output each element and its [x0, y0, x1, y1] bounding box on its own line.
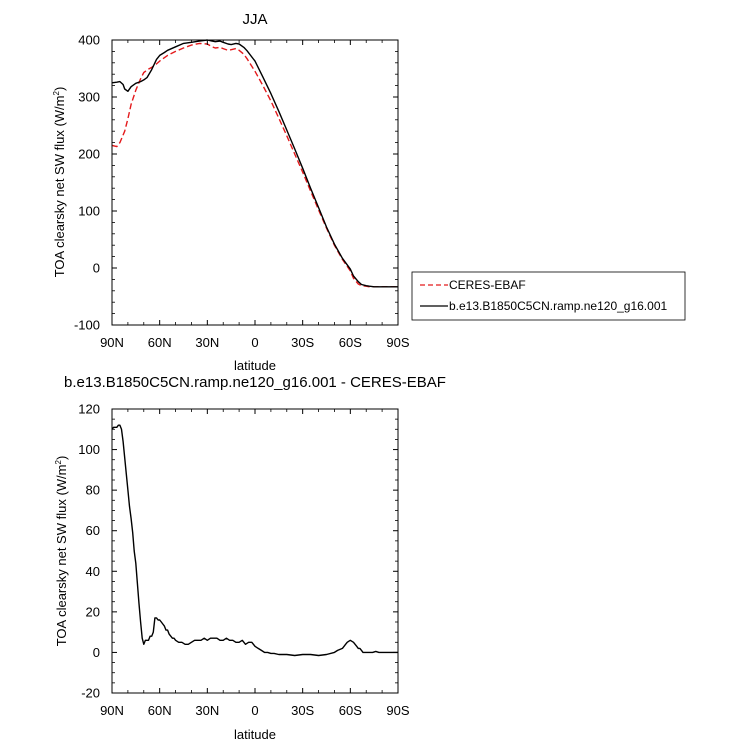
top-y-tick-label: 100	[78, 204, 100, 219]
bottom-y-axis-label-close: )	[54, 456, 69, 460]
bottom-plot-frame	[111, 408, 399, 694]
top-y-tick-label: 200	[78, 147, 100, 162]
legend: CERES-EBAF b.e13.B1850C5CN.ramp.ne120_g1…	[411, 271, 686, 321]
top-x-axis-label: latitude	[234, 358, 276, 373]
bottom-x-tick-label: 90S	[386, 703, 409, 718]
top-x-tick-label: 30N	[195, 335, 219, 350]
bottom-y-axis-label: TOA clearsky net SW flux (W/m2)	[54, 456, 69, 647]
top-plot-frame	[111, 39, 399, 326]
top-y-axis-label-sup: 2	[52, 91, 61, 96]
bottom-x-tick-label: 0	[251, 703, 258, 718]
bottom-x-tick-label: 60S	[339, 703, 362, 718]
top-series-layer	[111, 39, 398, 288]
top-y-axis-label: TOA clearsky net SW flux (W/m2)	[52, 87, 67, 278]
bottom-y-axis-label-main: TOA clearsky net SW flux (W/m	[54, 465, 69, 647]
bottom-y-tick-label: 0	[93, 645, 100, 660]
top-x-tick-label: 60S	[339, 335, 362, 350]
top-x-tick-label: 30S	[291, 335, 314, 350]
legend-label-model: b.e13.B1850C5CN.ramp.ne120_g16.001	[449, 299, 667, 313]
top-y-axis-label-close: )	[52, 87, 67, 91]
bottom-y-tick-label: 120	[78, 402, 100, 417]
bottom-series-line-0	[111, 424, 398, 657]
bottom-x-tick-label: 60N	[148, 703, 172, 718]
bottom-y-tick-label: 100	[78, 442, 100, 457]
top-y-tick-label: -100	[74, 318, 100, 333]
bottom-x-tick-label: 90N	[100, 703, 124, 718]
top-y-tick-label: 300	[78, 90, 100, 105]
bottom-x-tick-label: 30S	[291, 703, 314, 718]
bottom-x-tick-label: 30N	[195, 703, 219, 718]
bottom-x-axis-label: latitude	[234, 727, 276, 742]
bottom-y-tick-label: -20	[81, 686, 100, 701]
legend-box	[411, 271, 686, 321]
top-axes-layer: 90N 60N 30N 0 30S 60S 90S -100 0 100 200 300 400	[74, 33, 410, 351]
bottom-y-tick-label: 40	[86, 564, 100, 579]
top-x-tick-label: 60N	[148, 335, 172, 350]
top-series-line-1	[111, 39, 398, 288]
top-y-tick-label: 0	[93, 261, 100, 276]
top-y-axis-label-main: TOA clearsky net SW flux (W/m	[52, 96, 67, 278]
bottom-axes-layer: 90N 60N 30N 0 30S 60S 90S -20 0 20 40 60 80 100 120	[78, 402, 410, 719]
bottom-series-layer	[111, 424, 398, 657]
bottom-y-tick-label: 80	[86, 483, 100, 498]
top-series-line-0	[111, 42, 398, 288]
top-y-tick-label: 400	[78, 33, 100, 48]
bottom-panel: b.e13.B1850C5CN.ramp.ne120_g16.001 - CER…	[54, 374, 446, 742]
bottom-y-tick-label: 60	[86, 523, 100, 538]
top-x-tick-label: 90S	[386, 335, 409, 350]
bottom-y-tick-label: 20	[86, 604, 100, 619]
top-x-tick-label: 0	[251, 335, 258, 350]
top-chart-title: JJA	[242, 11, 267, 28]
bottom-y-axis-label-sup: 2	[54, 460, 63, 465]
top-panel: JJA 90N 60N 30N 0 30S 60S 90S -100 0 100 200 300 400…	[52, 11, 410, 373]
legend-label-ceres-ebaf: CERES-EBAF	[449, 278, 526, 292]
bottom-chart-title: b.e13.B1850C5CN.ramp.ne120_g16.001 - CER…	[64, 374, 446, 391]
top-x-tick-label: 90N	[100, 335, 124, 350]
